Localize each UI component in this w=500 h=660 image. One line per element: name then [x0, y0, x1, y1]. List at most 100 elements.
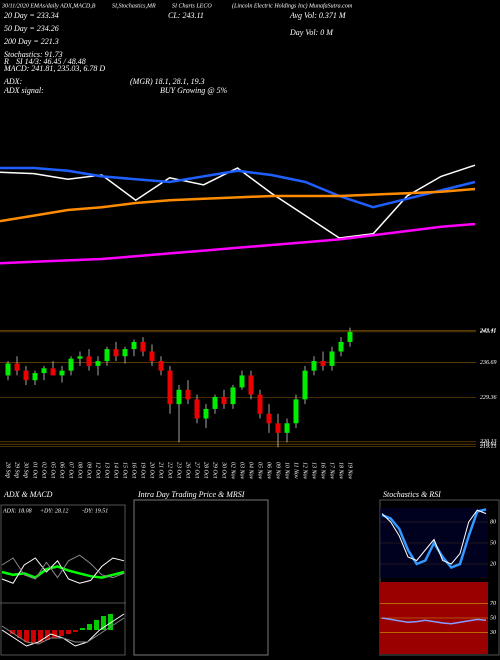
y-tick-label: 20 — [490, 561, 496, 567]
series-line — [381, 509, 487, 565]
candle-body — [59, 370, 65, 376]
label: SI 14/3: 46.45 / 48.48 — [16, 57, 86, 66]
x-tick-label: 26 Oct — [185, 462, 191, 478]
candle-body — [266, 413, 272, 424]
x-tick-label: 06 Oct — [59, 462, 65, 478]
x-tick-label: 29 Sep — [14, 462, 20, 478]
x-tick-label: 13 Oct — [104, 462, 110, 478]
y-tick-label: 243.11 — [480, 328, 496, 335]
x-tick-label: 03 Nov — [239, 462, 245, 480]
y-tick-label: 50 — [490, 540, 496, 546]
label: ADX: — [3, 77, 23, 86]
y-tick-label: 30 — [489, 630, 496, 636]
label: Stochastics & RSI — [383, 490, 441, 499]
macd-bar — [87, 624, 92, 630]
candle-body — [131, 341, 137, 350]
macd-bar — [38, 630, 43, 642]
x-tick-label: 08 Oct — [77, 462, 83, 478]
x-tick-label: 18 Nov — [338, 462, 344, 480]
candle-body — [239, 375, 245, 388]
macd-bar — [17, 630, 22, 638]
x-tick-label: 14 Oct — [113, 462, 120, 478]
x-tick-label: 28 Oct — [203, 462, 209, 478]
candle-body — [14, 363, 20, 371]
x-tick-label: 16 Nov — [320, 462, 326, 480]
candle-body — [32, 373, 38, 381]
candle-body — [347, 331, 353, 342]
candle-body — [86, 356, 92, 366]
macd-bar — [10, 630, 15, 634]
candle-body — [338, 341, 344, 352]
y-tick-label: 219.64 — [480, 441, 497, 448]
candle-body — [5, 363, 11, 376]
series-line — [1, 554, 125, 580]
y-tick-label: 219.15 — [480, 444, 497, 450]
y-tick-label: 50 — [490, 615, 496, 621]
candle-body — [185, 389, 191, 400]
label: -DY: 19.51 — [82, 508, 108, 514]
x-tick-label: 30 Oct — [221, 461, 227, 478]
candle-body — [23, 370, 29, 381]
candle-body — [140, 341, 146, 352]
series-line — [0, 222, 476, 265]
label: ADX & MACD — [3, 490, 53, 499]
candle-body — [77, 356, 83, 359]
candle-body — [68, 358, 74, 371]
candle-body — [95, 361, 101, 366]
series-line — [381, 508, 487, 570]
candle-body — [221, 396, 227, 405]
label: R — [3, 57, 9, 66]
candle-body — [149, 351, 155, 362]
x-tick-label: 05 Nov — [257, 462, 263, 480]
panel-frame — [133, 499, 269, 656]
label: (MGR) 18.1, 28.1, 19.3 — [130, 77, 205, 86]
macd-bar — [45, 630, 50, 640]
candle-body — [230, 387, 236, 405]
y-tick-label: 236.69 — [480, 360, 497, 366]
x-tick-label: 12 Nov — [302, 462, 308, 480]
label: Stochastics: 91.73 — [4, 50, 63, 59]
close-price: CL: 243.11 — [168, 11, 204, 20]
candle-body — [41, 368, 47, 374]
series-line — [1, 617, 125, 645]
candle-body — [167, 370, 173, 405]
label: 30/11/2020 EMAs/daily ADX,MACD,B — [1, 3, 96, 9]
x-tick-label: 02 Oct — [41, 462, 47, 478]
macd-bar — [52, 630, 57, 638]
macd-bar — [59, 630, 64, 636]
candle-body — [122, 349, 128, 357]
x-tick-label: 12 Oct — [95, 462, 101, 478]
macd-bar — [80, 628, 85, 630]
x-tick-label: 27 Oct — [194, 462, 200, 478]
label: Day Vol: 0 M — [289, 28, 334, 37]
label: SI Charts LECO — [172, 3, 212, 9]
macd-bar — [31, 630, 36, 644]
label: SI,Stochastics,MR — [112, 3, 156, 9]
candle-body — [302, 370, 308, 400]
label: MACD: 241.81, 235.03, 6.78 D — [3, 64, 105, 73]
candle-body — [257, 394, 263, 414]
x-tick-label: 01 Oct — [32, 462, 38, 478]
series-line — [381, 617, 487, 625]
x-tick-label: 13 Nov — [311, 462, 317, 480]
x-tick-label: 02 Nov — [230, 462, 236, 480]
label: BUY Growing @ 5% — [160, 86, 228, 95]
x-tick-label: 09 Nov — [275, 462, 281, 480]
x-tick-label: 16 Oct — [131, 462, 137, 478]
label: 200 Day = 221.3 — [4, 37, 59, 46]
label: +DY: 28.12 — [40, 508, 68, 514]
x-tick-label: 11 Nov — [293, 462, 299, 479]
candle-body — [113, 349, 119, 357]
candle-body — [158, 361, 164, 371]
x-tick-label: 04 Nov — [248, 462, 255, 480]
x-tick-label: 10 Nov — [284, 462, 290, 480]
y-tick-label: 243.41 — [480, 327, 497, 334]
candle-body — [311, 361, 317, 371]
candle-body — [176, 389, 182, 405]
x-tick-label: 05 Oct — [50, 462, 56, 478]
candle-body — [284, 423, 290, 433]
x-tick-label: 19 Nov — [347, 462, 353, 480]
x-tick-label: 07 Oct — [68, 462, 74, 478]
label: (Lincoln Electric Holdings Inc) MunafaSu… — [232, 2, 353, 9]
label: ADX signal: — [3, 86, 44, 95]
